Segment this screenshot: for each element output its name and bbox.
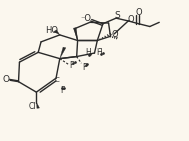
Polygon shape [54,30,60,35]
Text: O: O [135,8,142,17]
Text: O: O [3,75,10,84]
Text: C: C [55,77,59,83]
Text: H: H [85,48,91,57]
Polygon shape [60,47,66,59]
Text: ⁻O: ⁻O [81,14,91,23]
Text: H̄: H̄ [96,48,102,57]
Text: Ḟ: Ḟ [69,61,74,70]
Text: S: S [114,11,120,20]
Text: HO: HO [45,26,58,35]
Text: F: F [60,86,65,95]
Polygon shape [36,102,40,108]
Text: O: O [112,30,119,39]
Text: O: O [128,15,134,24]
Text: Ḟ: Ḟ [82,63,86,72]
Text: Cl: Cl [29,102,36,111]
Polygon shape [73,28,78,40]
